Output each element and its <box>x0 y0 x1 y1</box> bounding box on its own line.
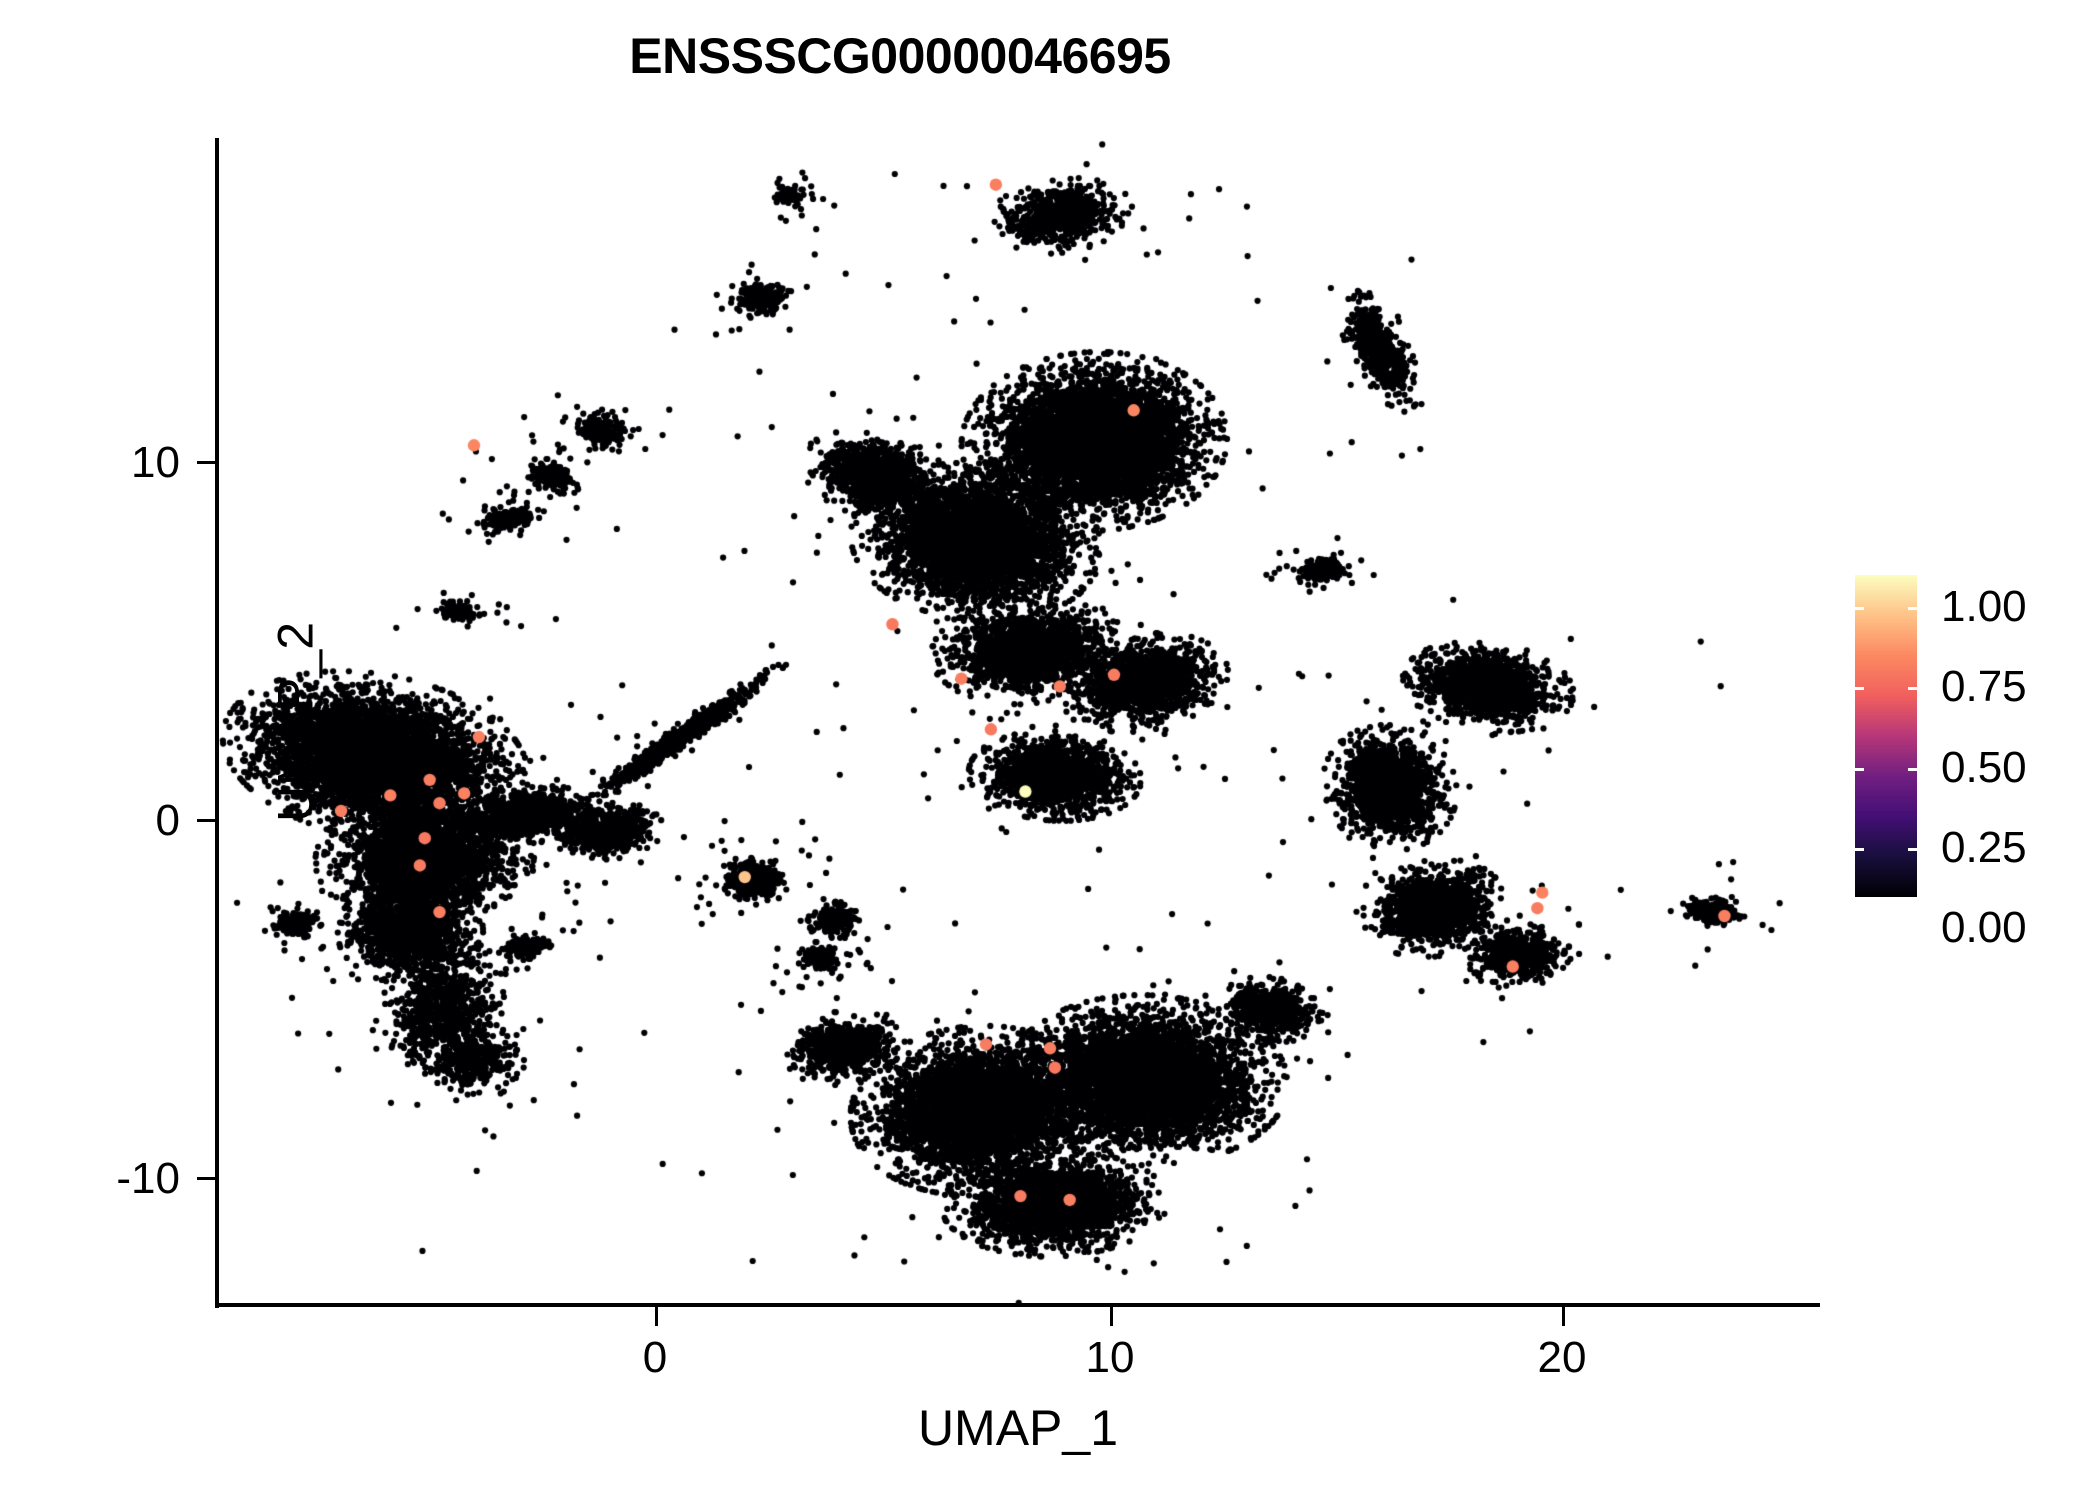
y-axis-title: UMAP_2 <box>267 621 324 823</box>
page-title: ENSSSCG00000046695 <box>629 28 1171 84</box>
plot-panel <box>218 138 1818 1305</box>
x-tick-mark-10 <box>1110 1307 1113 1326</box>
colorbar-tick-050-left <box>1855 768 1864 771</box>
colorbar-tick-050-right <box>1908 768 1917 771</box>
x-tick-label-0: 0 <box>642 1333 668 1382</box>
y-tick-label-0: 0 <box>155 796 180 845</box>
x-tick-mark-0 <box>655 1307 658 1326</box>
colorbar-gradient <box>1855 575 1917 897</box>
y-tick-mark-10 <box>197 461 215 464</box>
y-tick-mark-minus10 <box>197 1177 215 1180</box>
y-axis-line <box>215 138 219 1308</box>
colorbar-tick-1-left <box>1855 607 1864 610</box>
x-axis-title: UMAP_1 <box>917 1400 1119 1456</box>
x-tick-label-10: 10 <box>1085 1333 1135 1382</box>
colorbar-legend: 1.00 0.75 0.50 0.25 0.00 <box>1855 575 2085 950</box>
y-tick-mark-0 <box>197 819 215 822</box>
x-tick-mark-20 <box>1562 1307 1565 1326</box>
y-tick-label-minus10: -10 <box>116 1154 180 1203</box>
colorbar-label-000: 0.00 <box>1941 903 2027 952</box>
x-tick-label-20: 20 <box>1537 1333 1587 1382</box>
colorbar-tick-025-left <box>1855 848 1864 851</box>
colorbar-tick-025-right <box>1908 848 1917 851</box>
x-axis-line <box>215 1303 1820 1307</box>
colorbar-tick-075-left <box>1855 687 1864 690</box>
colorbar-tick-1-right <box>1908 607 1917 610</box>
colorbar-label-025: 0.25 <box>1941 823 2027 872</box>
y-tick-label-10: 10 <box>131 438 180 487</box>
colorbar-label-1: 1.00 <box>1941 582 2027 631</box>
umap-scatter-canvas <box>218 138 1818 1305</box>
colorbar-label-075: 0.75 <box>1941 662 2027 711</box>
colorbar-label-050: 0.50 <box>1941 743 2027 792</box>
colorbar-tick-075-right <box>1908 687 1917 690</box>
